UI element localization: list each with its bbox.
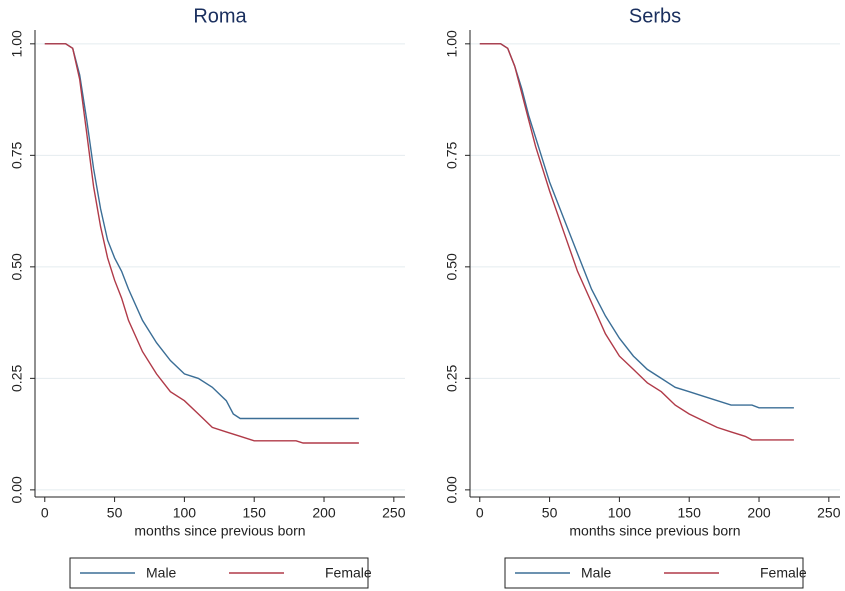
x-tick-label: 200	[312, 505, 336, 521]
panel-title: Serbs	[629, 5, 681, 27]
x-tick-label: 150	[678, 505, 702, 521]
x-tick-label: 100	[608, 505, 632, 521]
y-tick-label: 1.00	[9, 30, 25, 57]
legend-box	[69, 557, 369, 589]
survival-line	[479, 43, 794, 441]
y-tick-label: 0.75	[9, 141, 25, 168]
legend-label: Male	[581, 565, 612, 581]
y-tick-label: 0.50	[444, 253, 460, 280]
x-tick-label: 50	[107, 505, 123, 521]
x-tick-label: 250	[382, 505, 406, 521]
x-tick-label: 200	[747, 505, 771, 521]
x-axis-label: months since previous born	[134, 523, 305, 539]
legend-label: Female	[760, 565, 807, 581]
x-tick-label: 0	[476, 505, 484, 521]
x-tick-label: 100	[173, 505, 197, 521]
survival-line	[479, 43, 794, 409]
y-tick-label: 1.00	[444, 30, 460, 57]
y-tick-label: 0.25	[444, 365, 460, 392]
survival-line	[44, 43, 359, 444]
y-tick-label: 0.25	[9, 365, 25, 392]
legend-label: Female	[325, 565, 372, 581]
y-tick-label: 0.00	[444, 476, 460, 503]
y-tick-label: 0.75	[444, 141, 460, 168]
x-tick-label: 150	[243, 505, 267, 521]
x-tick-label: 250	[817, 505, 841, 521]
x-tick-label: 0	[41, 505, 49, 521]
panel-title: Roma	[193, 5, 247, 27]
x-tick-label: 50	[542, 505, 558, 521]
y-tick-label: 0.00	[9, 476, 25, 503]
x-axis-label: months since previous born	[569, 523, 740, 539]
y-tick-label: 0.50	[9, 253, 25, 280]
survival-line	[44, 43, 359, 420]
legend-label: Male	[146, 565, 177, 581]
